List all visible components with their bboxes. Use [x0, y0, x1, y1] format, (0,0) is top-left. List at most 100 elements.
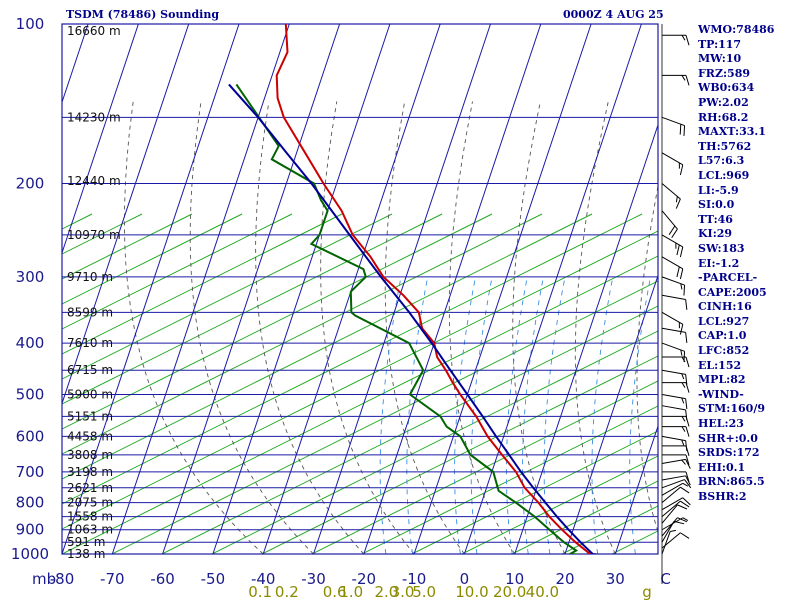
series-line-2: [228, 83, 601, 554]
wind-barb: [661, 475, 691, 486]
barb-staff: [661, 479, 685, 489]
index-item: CAP:1.0: [698, 329, 747, 343]
mixing-ratio-line: [522, 276, 544, 554]
dry-adiabat: [62, 255, 658, 554]
barb-flag: [679, 324, 684, 335]
wind-barb: [661, 256, 684, 280]
height-label: 4458 m: [67, 429, 113, 443]
index-item: LI:-5.9: [698, 183, 739, 197]
moist-adiabat: [255, 101, 365, 554]
dry-adiabat: [260, 355, 658, 554]
temp-tick-label: 0: [460, 570, 470, 588]
wind-barb: [661, 183, 681, 209]
barb-staff: [661, 504, 678, 524]
wind-barb: [662, 454, 690, 465]
barb-flag: [681, 34, 686, 41]
dry-adiabat: [792, 214, 800, 564]
grid-clip: [62, 24, 800, 564]
dry-adiabat: [510, 480, 658, 554]
isotherm: [62, 24, 190, 405]
barb-flag: [676, 244, 680, 256]
barb-flag: [685, 459, 691, 469]
barb-staff: [661, 482, 684, 496]
isotherm: [162, 24, 341, 554]
barb-flag: [685, 374, 688, 385]
moist-adiabat: [512, 101, 566, 554]
dry-adiabat: [62, 213, 193, 280]
barb-flag: [680, 532, 690, 539]
mixing-ratio-line: [591, 276, 614, 554]
height-label: 1558 m: [67, 510, 113, 524]
index-item: LCL:927: [698, 314, 750, 328]
plot-frame: [61, 23, 659, 555]
barb-flag: [681, 75, 686, 81]
wind-barb: [662, 415, 690, 427]
wind-barb: [661, 276, 686, 296]
wind-barb: [661, 342, 686, 362]
barb-staff: [661, 327, 686, 333]
isotherm: [514, 123, 658, 554]
index-item: EI:-1.2: [698, 256, 740, 270]
dry-adiabat: [62, 230, 658, 530]
isotherm: [313, 24, 491, 554]
wind-barb: [661, 497, 691, 511]
height-label: 14230 m: [67, 110, 121, 124]
pressure-tick-label: 600: [16, 427, 45, 445]
barb-flag: [679, 268, 684, 280]
mixing-ratio-line: [379, 276, 402, 554]
index-item: L57:6.3: [698, 154, 745, 168]
index-item: LFC:852: [698, 344, 750, 358]
wind-barb: [661, 504, 688, 524]
index-item: SHR+:0.0: [698, 431, 758, 445]
barb-flag: [685, 356, 690, 368]
barb-flag: [679, 124, 682, 135]
height-label: 138 m: [67, 547, 105, 561]
index-item: CINH:16: [698, 300, 752, 314]
temp-tick-label: -10: [402, 570, 427, 588]
temp-tick-label: -70: [100, 570, 125, 588]
height-label: 3808 m: [67, 448, 113, 462]
moist-adiabat: [574, 101, 616, 554]
wind-barb: [661, 479, 692, 489]
wind-barb: [661, 152, 684, 176]
isotherm: [111, 24, 290, 554]
wind-barb: [661, 486, 690, 504]
wind-barb: [661, 327, 688, 343]
barb-staff: [661, 475, 686, 481]
temp-tick-label: -80: [50, 570, 75, 588]
temp-tick-label: -60: [150, 570, 175, 588]
y-axis-label: mb: [32, 570, 56, 588]
wind-barb: [662, 34, 690, 46]
index-item: WB0:634: [698, 81, 755, 95]
temp-tick-label: 20: [555, 570, 574, 588]
mixing-ratio-label: 0.1: [248, 583, 272, 600]
mixing-ratio-label: 0.6: [323, 583, 347, 600]
index-item: HEL:23: [698, 417, 744, 431]
moist-adiabat: [384, 101, 465, 554]
barb-staff: [661, 183, 681, 200]
dry-adiabat: [310, 380, 658, 554]
barb-flag: [680, 500, 690, 508]
indices-panel: WMO:78486 TP:117 MW:10 FRZ:589 WB0:634 PW:2.0…: [698, 23, 774, 505]
barb-flag: [681, 426, 686, 432]
height-label: 591 m: [67, 535, 105, 549]
dry-adiabat: [62, 213, 493, 430]
dry-adiabat: [210, 330, 658, 554]
barb-staff: [661, 531, 671, 555]
wind-barb: [661, 517, 688, 537]
isotherm: [62, 24, 139, 255]
temp-tick-label: C: [660, 570, 670, 588]
wind-barb: [661, 116, 686, 136]
barb-flag: [668, 225, 676, 235]
mixing-ratio-label: 1.0: [339, 583, 363, 600]
wind-barb: [661, 500, 690, 517]
dry-adiabat: [62, 213, 393, 380]
series-line-1: [235, 83, 583, 554]
dry-adiabat: [62, 213, 243, 305]
chart-datetime: 0000Z 4 AUG 25: [563, 8, 664, 21]
barb-flag: [685, 445, 690, 456]
barb-flag: [677, 504, 688, 510]
barb-flag: [670, 529, 677, 532]
barb-staff: [661, 405, 686, 411]
pressure-tick-label: 900: [16, 521, 45, 539]
